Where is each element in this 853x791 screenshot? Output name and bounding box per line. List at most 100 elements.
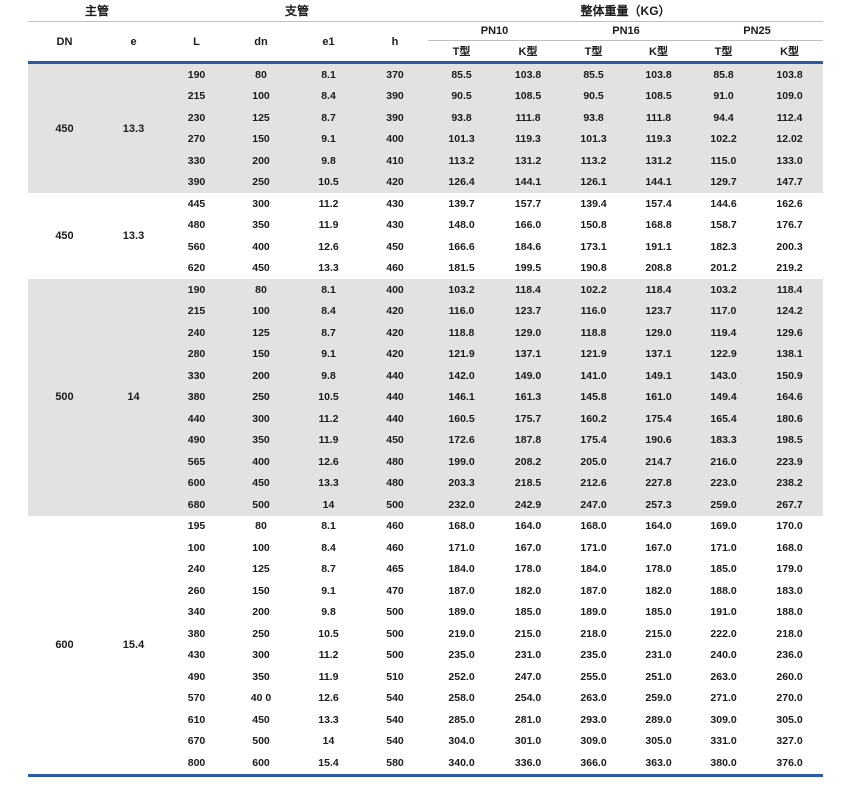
table-cell: 259.0 (691, 494, 757, 516)
table-cell: 223.9 (756, 451, 824, 473)
table-cell: 380.0 (710, 756, 737, 769)
table-cell: 190.8 (580, 262, 607, 275)
table-cell: 158.7 (710, 219, 737, 232)
table-cell: 460 (386, 541, 404, 554)
table-cell: 126.1 (561, 171, 627, 193)
table-cell: 175.7 (495, 408, 562, 430)
table-cell: 465 (386, 563, 404, 576)
table-cell: 181.5 (448, 262, 475, 275)
table-cell: 14 (322, 735, 335, 748)
table-cell: 117.0 (691, 300, 757, 322)
table-row: 610 450 13.3 540 285.0 281.0 293.0 289.0 309.0 30… (28, 709, 823, 731)
col-header-e: e (101, 21, 167, 64)
table-cell: 14 (295, 494, 363, 516)
col-header-pn16-t-type: T型 (561, 40, 627, 64)
table-cell: 363.0 (645, 756, 672, 769)
table-cell: 370 (362, 62, 429, 86)
table-cell: 281.0 (514, 713, 542, 726)
table-row: 330 200 9.8 410 113.2 131.2 113.2 131.2 115.0 133… (28, 150, 824, 172)
table-cell: 480 (362, 472, 429, 494)
pipe-tee-weight-table: 主管 支管 整体重量（KG） DN e L dn e1 h PN10 PN16 … (28, 0, 824, 777)
table-cell: 190.6 (626, 429, 692, 451)
table-cell: 171.0 (448, 541, 475, 554)
table-cell: 215.0 (514, 627, 542, 640)
table-cell: 142.0 (428, 365, 496, 387)
table-cell: 330 (166, 150, 228, 172)
header-row-columns: DN e L dn e1 h PN10 PN16 PN25 (28, 21, 824, 64)
table-row: 380 250 10.5 440 146.1 161.3 145.8 161.0 149.4 16… (28, 386, 824, 408)
table-cell: 183.3 (691, 429, 757, 451)
table-cell: 169.0 (710, 520, 737, 533)
table-cell: 90.5 (561, 85, 627, 107)
table-cell: 304.0 (448, 735, 475, 748)
table-cell: 10.5 (318, 627, 339, 640)
table-cell: 450 (362, 429, 429, 451)
table-cell: 500 (386, 606, 404, 619)
table-cell: 8.7 (321, 563, 336, 576)
dn-group-cell: 450 (55, 230, 74, 242)
table-cell: 103.2 (428, 279, 496, 301)
table-cell: 11.2 (318, 649, 339, 662)
table-cell: 327.0 (776, 735, 803, 748)
table-cell: 94.4 (691, 107, 757, 129)
table-cell: 430 (187, 649, 206, 662)
table-row: 600 450 13.3 480 203.3 218.5 212.6 227.8 223.0 23… (28, 472, 824, 494)
header-main-pipe: 主管 (28, 0, 167, 22)
table-cell: 183.0 (776, 584, 803, 597)
table-cell: 430 (386, 197, 404, 210)
table-cell: 670 (187, 735, 206, 748)
table-row: 800 600 15.4 580 340.0 336.0 366.0 363.0 380.0 37… (28, 752, 823, 775)
table-cell: 90.5 (428, 85, 496, 107)
table-cell: 102.2 (691, 128, 757, 150)
table-cell: 223.0 (691, 472, 757, 494)
table-cell: 131.2 (626, 150, 692, 172)
table-cell: 144.6 (710, 197, 737, 210)
table-cell: 500 (252, 735, 270, 748)
table-cell: 131.2 (495, 150, 562, 172)
table-cell: 167.0 (645, 541, 672, 554)
table-row: 565 400 12.6 480 199.0 208.2 205.0 214.7 216.0 22… (28, 451, 824, 473)
table-cell: 240 (187, 563, 206, 576)
table-cell: 123.7 (626, 300, 692, 322)
table-cell: 376.0 (776, 756, 803, 769)
table-cell: 13.3 (318, 713, 339, 726)
table-cell: 101.3 (561, 128, 627, 150)
table-cell: 109.0 (756, 85, 824, 107)
col-header-h: h (362, 21, 429, 64)
table-cell: 175.4 (561, 429, 627, 451)
table-cell: 178.0 (514, 563, 542, 576)
table-cell: 500 (386, 627, 404, 640)
table-row: 490 350 11.9 450 172.6 187.8 175.4 190.6 183.3 19… (28, 429, 824, 451)
table-cell: 440 (362, 386, 429, 408)
table-cell: 123.7 (495, 300, 562, 322)
table-cell: 420 (362, 322, 429, 344)
table-cell: 270 (166, 128, 228, 150)
table-row: 570 40 0 12.6 540 258.0 254.0 263.0 259.0 271.0 2… (28, 688, 823, 710)
table-cell: 171.0 (710, 541, 737, 554)
table-cell: 40 0 (250, 692, 272, 705)
table-cell: 390 (166, 171, 228, 193)
table-cell: 215 (166, 300, 228, 322)
table-cell: 257.3 (626, 494, 692, 516)
table-cell: 187.0 (448, 584, 475, 597)
table-cell: 8.4 (295, 300, 363, 322)
table-cell: 235.0 (580, 649, 607, 662)
table-row: 230 125 8.7 390 93.8 111.8 93.8 111.8 94.4 112.4 (28, 107, 824, 129)
table-cell: 100 (252, 541, 270, 554)
table-cell: 187.8 (495, 429, 562, 451)
table-cell: 440 (362, 365, 429, 387)
table-cell: 280 (166, 343, 228, 365)
table-cell: 400 (362, 279, 429, 301)
table-row: 240 125 8.7 465 184.0 178.0 184.0 178.0 185.0 179… (28, 559, 823, 581)
table-cell: 305.0 (776, 713, 803, 726)
table-cell: 168.8 (645, 219, 672, 232)
table-cell: 13.3 (295, 472, 363, 494)
table-cell: 8.7 (295, 322, 363, 344)
table-cell: 195 (187, 520, 206, 533)
dn-group-cell: 600 (55, 638, 74, 651)
table-cell: 124.2 (756, 300, 824, 322)
table-row: 670 500 14 540 304.0 301.0 309.0 305.0 331.0 327.… (28, 731, 823, 753)
table-cell: 240 (166, 322, 228, 344)
table-cell: 102.2 (561, 279, 627, 301)
table-cell: 800 (187, 756, 206, 769)
